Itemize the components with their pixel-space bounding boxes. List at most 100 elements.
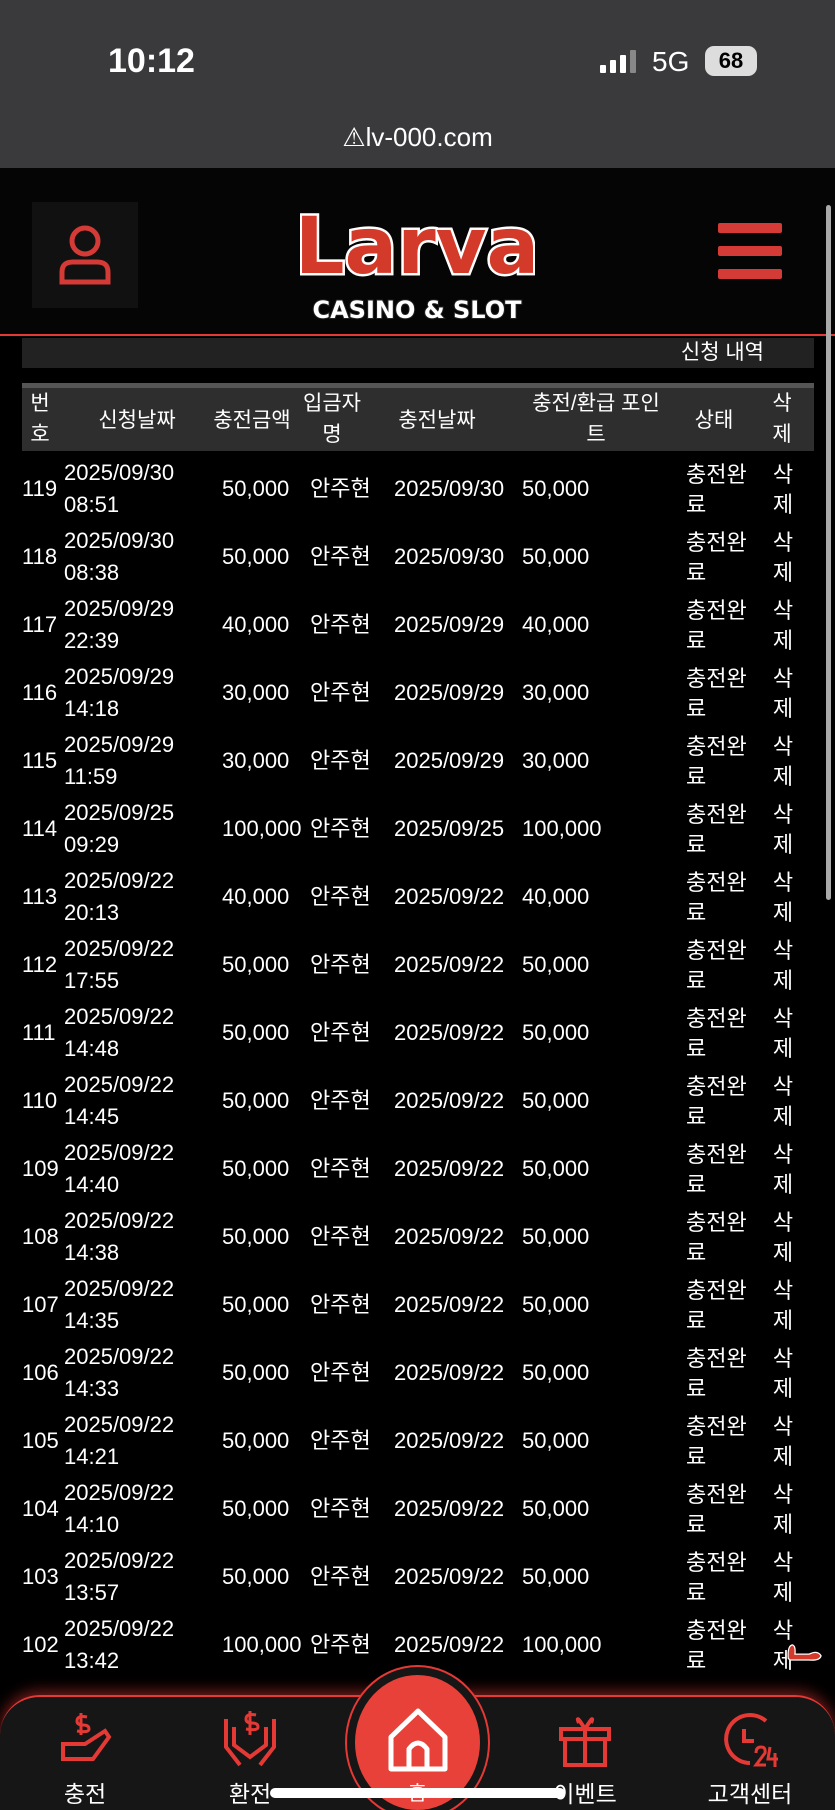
delete-button[interactable]: 삭제 [772,1550,794,1605]
depositor: 안주현 [310,1632,371,1657]
charge-date: 2025/09/22 [394,1020,505,1045]
request-date: 2025/09/29 [64,596,175,621]
table-row: 109 2025/09/22 14:40 50,000 안주현 2025/09/22 50,… [22,1136,814,1204]
points: 50,000 [522,1156,590,1181]
menu-button[interactable] [718,223,782,292]
amount: 50,000 [222,544,290,569]
amount: 40,000 [222,884,290,909]
col-points: 충전/환급 포인 트 [532,392,660,446]
depositor: 안주현 [310,816,371,841]
delete-button[interactable]: 삭제 [772,938,794,993]
table-row: 108 2025/09/22 14:38 50,000 안주현 2025/09/22 50,… [22,1204,814,1272]
table-row: 118 2025/09/30 08:38 50,000 안주현 2025/09/30 50,… [22,524,814,592]
status-text: 충전완료 [686,802,747,857]
delete-button[interactable]: 삭제 [772,462,794,517]
charge-date: 2025/09/22 [394,1428,505,1453]
charge-date: 2025/09/22 [394,1496,505,1521]
request-time: 14:48 [64,1036,120,1061]
delete-button[interactable]: 삭제 [772,1482,794,1537]
delete-button[interactable]: 삭제 [772,530,794,585]
amount: 100,000 [222,816,302,841]
delete-button[interactable]: 삭제 [772,1414,794,1469]
delete-button[interactable]: 삭제 [772,1006,794,1061]
table-row: 117 2025/09/29 22:39 40,000 안주현 2025/09/29 40,… [22,592,814,660]
depositor: 안주현 [310,680,371,705]
depositor: 안주현 [310,1292,371,1317]
col-charge-date: 충전날짜 [398,409,476,432]
delete-button[interactable]: 삭제 [772,734,794,789]
col-amount: 충전금액 [213,409,291,432]
points: 100,000 [522,816,602,841]
request-date: 2025/09/22 [64,1344,175,1369]
col-depositor: 입금자 명 [303,392,361,446]
request-date: 2025/09/29 [64,732,175,757]
request-date: 2025/09/22 [64,1004,175,1029]
status-text: 충전완료 [686,1482,747,1537]
request-time: 08:51 [64,492,120,517]
depositor: 안주현 [310,1428,371,1453]
amount: 30,000 [222,680,290,705]
status-text: 충전완료 [686,870,747,925]
status-text: 충전완료 [686,1210,747,1265]
request-time: 14:35 [64,1308,120,1333]
user-button[interactable] [32,202,138,308]
charge-date: 2025/09/22 [394,1360,505,1385]
request-date: 2025/09/22 [64,1616,175,1641]
points: 50,000 [522,1224,590,1249]
network-type: 5G [652,46,690,77]
request-date: 2025/09/25 [64,800,175,825]
charge-date: 2025/09/22 [394,1632,505,1657]
scrollbar[interactable] [826,205,831,900]
row-number: 104 [22,1496,59,1521]
amount: 50,000 [222,1292,290,1317]
delete-button[interactable]: 삭제 [772,1210,794,1265]
signal-icon [600,50,636,73]
charge-date: 2025/09/22 [394,1292,505,1317]
home-icon [388,1708,448,1772]
table-row: 114 2025/09/25 09:29 100,000 안주현 2025/09/25 10… [22,796,814,864]
delete-button[interactable]: 삭제 [772,666,794,721]
request-time: 13:42 [64,1648,120,1673]
table-header: 번 호 신청날짜 충전금액 입금자 명 충전날짜 충전/환급 포인 트 상태 삭 제 [22,383,814,451]
larva-logo[interactable]: Larva CASINO & SLOT [300,178,535,328]
delete-button[interactable]: 삭제 [772,1074,794,1129]
nav-exchange[interactable]: 환전 [195,1697,305,1807]
depositor: 안주현 [310,1496,371,1521]
status-text: 충전완료 [686,1006,747,1061]
request-time: 22:39 [64,628,120,653]
status-text: 충전완료 [686,1414,747,1469]
amount: 50,000 [222,1156,290,1181]
delete-button[interactable]: 삭제 [772,1142,794,1197]
charge-date: 2025/09/29 [394,612,505,637]
status-text: 충전완료 [686,666,747,721]
delete-button[interactable]: 삭제 [772,802,794,857]
delete-button[interactable]: 삭제 [772,870,794,925]
charge-date: 2025/09/29 [394,748,505,773]
hands-dollar-icon [224,1711,276,1767]
points: 50,000 [522,476,590,501]
row-number: 117 [22,612,58,637]
address-bar[interactable]: ⚠lv-000.com [342,122,493,152]
points: 40,000 [522,884,590,909]
nav-support[interactable]: 고객센터 [695,1697,805,1807]
request-date: 2025/09/22 [64,1480,175,1505]
request-time: 13:57 [64,1580,120,1605]
row-number: 113 [22,884,58,909]
status-text: 충전완료 [686,462,747,517]
clock-24-icon [724,1713,778,1767]
col-request-date: 신청날짜 [98,409,176,432]
gift-icon [559,1717,611,1767]
request-time: 14:21 [64,1444,120,1469]
delete-button[interactable]: 삭제 [772,1278,794,1333]
nav-event[interactable]: 이벤트 [530,1697,640,1807]
delete-button[interactable]: 삭제 [772,1346,794,1401]
nav-charge[interactable]: 충전 [30,1697,140,1807]
amount: 30,000 [222,748,290,773]
table-row: 112 2025/09/22 17:55 50,000 안주현 2025/09/22 50,… [22,932,814,1000]
larva-mini-logo[interactable] [784,1640,824,1664]
amount: 50,000 [222,1564,290,1589]
delete-button[interactable]: 삭제 [772,598,794,653]
request-date: 2025/09/22 [64,936,175,961]
hand-dollar-icon [61,1713,112,1761]
row-number: 105 [22,1428,59,1453]
